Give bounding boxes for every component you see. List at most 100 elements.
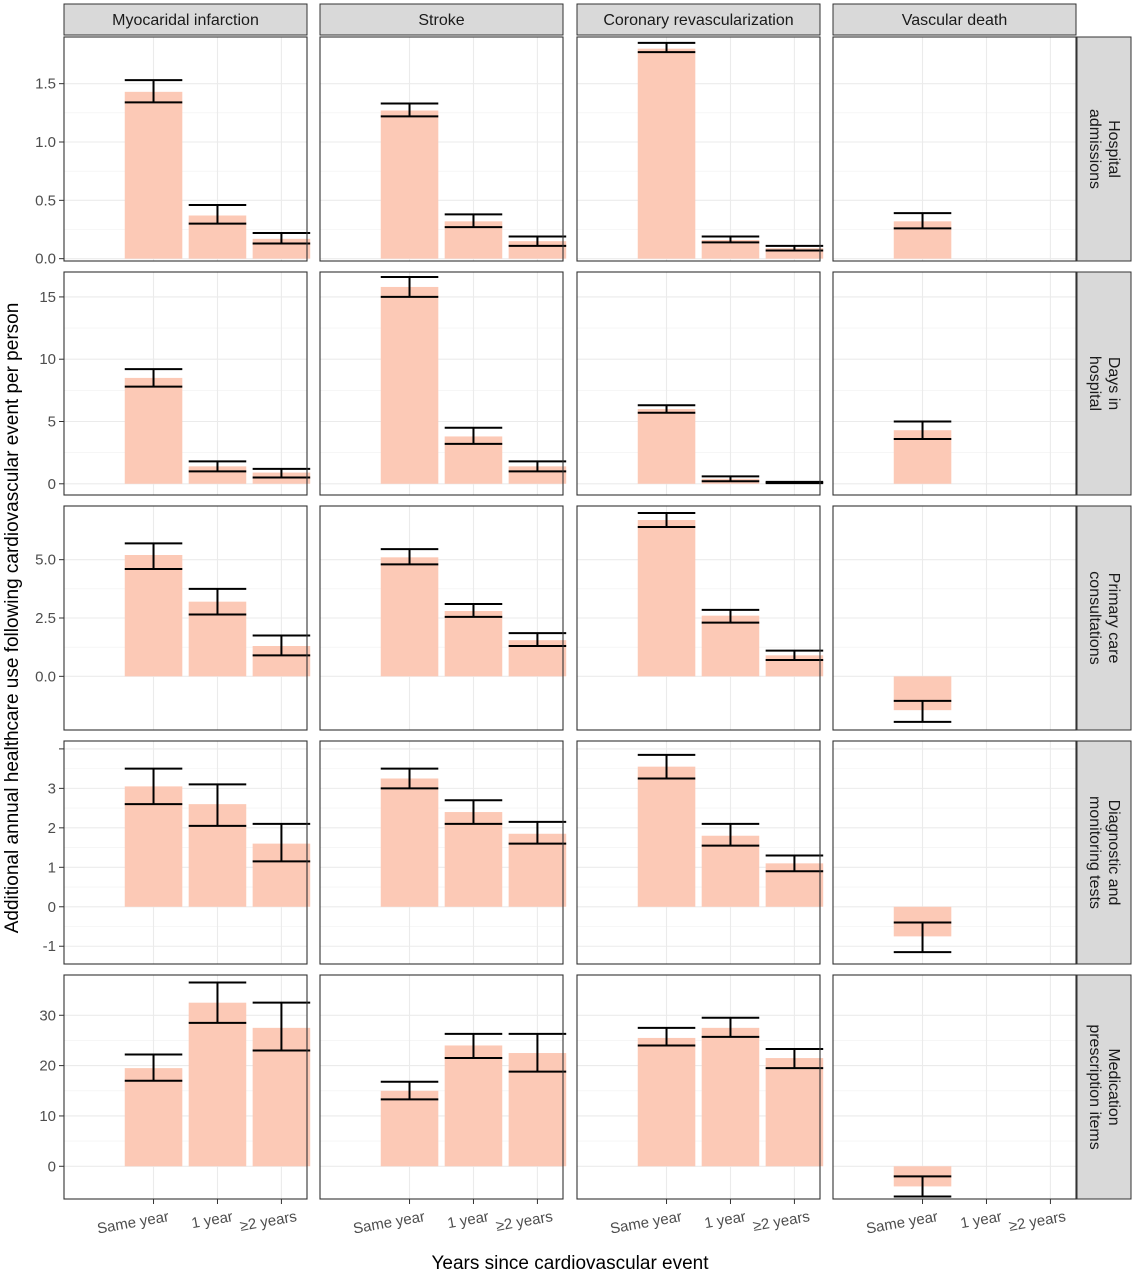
y-tick-label: 1.5 (35, 76, 56, 93)
panel-border (832, 740, 1077, 965)
row-strip-label: prescription items (1086, 1024, 1103, 1149)
bar-myocaridal-infarction-primary-care-consultations-1 (124, 555, 183, 677)
panel-border (576, 36, 821, 262)
panel-background (833, 741, 1076, 964)
x-tick-label: Same year (352, 1208, 426, 1237)
x-tick-label: 1 year (446, 1208, 490, 1232)
bar-stroke-diagnostic-and-monitoring-tests-2 (444, 812, 503, 907)
panel-border (576, 974, 821, 1200)
panel-border (63, 271, 308, 496)
column-strip-stroke (319, 3, 564, 36)
panel-background (833, 272, 1076, 495)
x-tick-label: 1 year (703, 1208, 747, 1232)
panel-border (832, 271, 1077, 496)
column-strip-label: Stroke (418, 12, 464, 29)
bar-coronary-revascularization-hospital-admissions-1 (637, 48, 696, 259)
row-strip-primary-care-consultations (1076, 505, 1132, 731)
x-tick-label: Same year (865, 1208, 939, 1237)
panel-border (63, 740, 308, 965)
panel-background (833, 37, 1076, 261)
y-tick-label: 20 (39, 1058, 56, 1075)
bar-coronary-revascularization-primary-care-consultations-2 (701, 615, 760, 677)
panel-background (320, 272, 563, 495)
y-tick-label: 1.0 (35, 134, 56, 151)
y-tick-label: 0.5 (35, 192, 56, 209)
panel-border (319, 974, 564, 1200)
panel-border (832, 505, 1077, 731)
bar-coronary-revascularization-diagnostic-and-monitoring-tests-1 (637, 766, 696, 907)
y-tick-label: 10 (39, 1108, 56, 1125)
x-tick-label: Same year (96, 1208, 170, 1237)
row-strip-label: Diagnostic and (1105, 800, 1122, 906)
bar-coronary-revascularization-diagnostic-and-monitoring-tests-2 (701, 835, 760, 907)
column-strip-label: Vascular death (902, 12, 1008, 29)
row-strip-hospital-admissions (1076, 36, 1132, 262)
y-tick-label: 1 (48, 859, 56, 876)
row-strip-diagnostic-and-monitoring-tests (1076, 740, 1132, 965)
bar-coronary-revascularization-days-in-hospital-1 (637, 409, 696, 484)
x-tick-label: 1 year (190, 1208, 234, 1232)
y-tick-label: 0 (48, 899, 56, 916)
panel-border (63, 36, 308, 262)
row-strip-label: Hospital (1105, 120, 1122, 178)
column-strip-label: Myocaridal infarction (112, 12, 259, 29)
panel-border (576, 271, 821, 496)
column-strip-label: Coronary revascularization (603, 12, 793, 29)
bar-coronary-revascularization-hospital-admissions-2 (701, 240, 760, 259)
y-tick-label: 10 (39, 351, 56, 368)
y-axis-title: Additional annual healthcare use followi… (2, 303, 23, 934)
bar-stroke-primary-care-consultations-2 (444, 611, 503, 677)
row-strip-medication-prescription-items (1076, 974, 1132, 1200)
y-tick-label: 0.0 (35, 251, 56, 268)
panel-border (63, 505, 308, 731)
y-tick-label: 2.5 (35, 610, 56, 627)
panel-border (319, 740, 564, 965)
x-tick-label: ≥2 years (239, 1208, 299, 1235)
bar-coronary-revascularization-medication-prescription-items-2 (701, 1027, 760, 1167)
bar-stroke-days-in-hospital-1 (380, 286, 439, 484)
panel-border (63, 974, 308, 1200)
panel-border (576, 740, 821, 965)
bar-coronary-revascularization-medication-prescription-items-1 (637, 1037, 696, 1167)
panel-border (319, 36, 564, 262)
panel-border (832, 36, 1077, 262)
bar-stroke-diagnostic-and-monitoring-tests-1 (380, 778, 439, 907)
panel-border (576, 505, 821, 731)
panel-background (577, 272, 820, 495)
bar-coronary-revascularization-medication-prescription-items-3 (765, 1058, 824, 1167)
bar-stroke-primary-care-consultations-1 (380, 557, 439, 677)
panel-background (64, 37, 307, 261)
bar-myocaridal-infarction-medication-prescription-items-2 (188, 1002, 247, 1167)
bar-myocaridal-infarction-hospital-admissions-1 (124, 91, 183, 259)
row-strip-label: Medication (1105, 1048, 1122, 1125)
x-tick-label: ≥2 years (495, 1208, 555, 1235)
panel-border (832, 974, 1077, 1200)
y-tick-label: 5.0 (35, 552, 56, 569)
bar-stroke-diagnostic-and-monitoring-tests-3 (508, 833, 567, 907)
x-axis-title: Years since cardiovascular event (431, 1253, 709, 1274)
y-tick-label: 15 (39, 289, 56, 306)
row-strip-label: hospital (1086, 356, 1103, 411)
panel-background (320, 37, 563, 261)
row-strip-label: monitoring tests (1086, 796, 1103, 909)
y-tick-label: 0.0 (35, 668, 56, 685)
bar-myocaridal-infarction-medication-prescription-items-1 (124, 1068, 183, 1167)
panel-background (577, 741, 820, 964)
bar-coronary-revascularization-primary-care-consultations-1 (637, 520, 696, 677)
column-strip-coronary-revascularization (576, 3, 821, 36)
bar-stroke-medication-prescription-items-1 (380, 1090, 439, 1167)
panel-background (64, 272, 307, 495)
column-strip-myocaridal-infarction (63, 3, 308, 36)
y-tick-label: 2 (48, 820, 56, 837)
bar-stroke-medication-prescription-items-2 (444, 1045, 503, 1167)
row-strip-label: Days in (1105, 357, 1122, 410)
y-tick-label: 0 (48, 1158, 56, 1175)
x-tick-label: 1 year (959, 1208, 1003, 1232)
x-tick-label: Same year (609, 1208, 683, 1237)
panel-border (319, 271, 564, 496)
y-tick-label: 3 (48, 780, 56, 797)
column-strip-vascular-death (832, 3, 1077, 36)
x-tick-label: ≥2 years (1008, 1208, 1068, 1235)
y-tick-label: 30 (39, 1007, 56, 1024)
